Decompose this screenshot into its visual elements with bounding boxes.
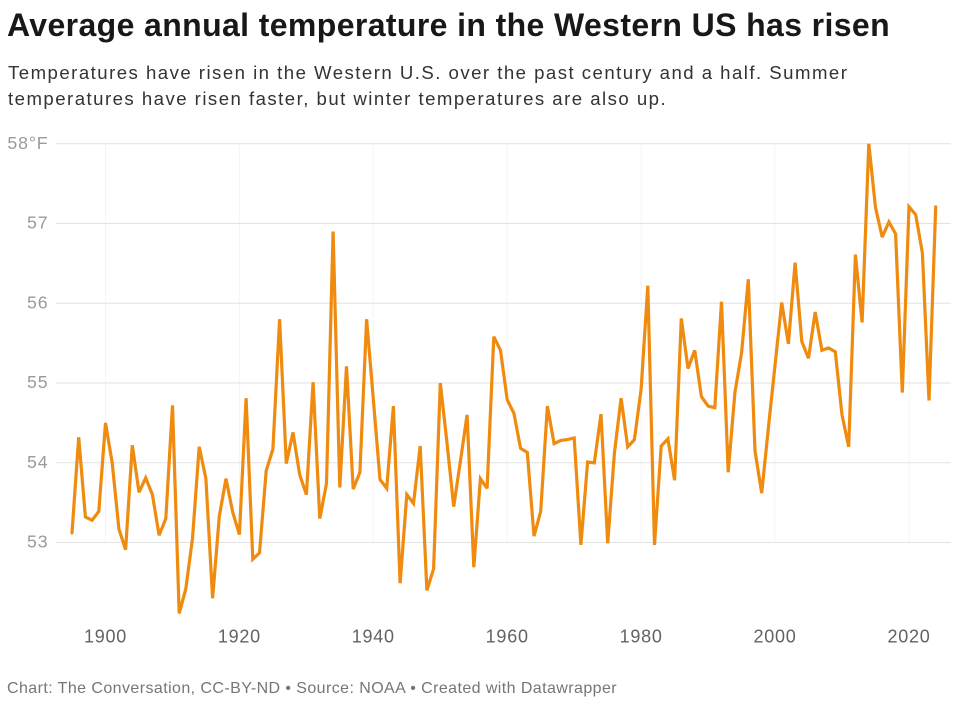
svg-text:1980: 1980 (620, 626, 663, 646)
svg-text:57: 57 (27, 213, 48, 233)
svg-text:2000: 2000 (753, 626, 796, 646)
svg-text:2020: 2020 (887, 626, 930, 646)
svg-text:56: 56 (27, 292, 48, 312)
svg-text:1960: 1960 (486, 626, 529, 646)
svg-text:58°F: 58°F (7, 133, 48, 153)
svg-text:1900: 1900 (84, 626, 127, 646)
svg-text:53: 53 (27, 532, 48, 552)
svg-text:54: 54 (27, 452, 48, 472)
svg-text:1920: 1920 (218, 626, 261, 646)
svg-text:1940: 1940 (352, 626, 395, 646)
svg-text:55: 55 (27, 372, 48, 392)
